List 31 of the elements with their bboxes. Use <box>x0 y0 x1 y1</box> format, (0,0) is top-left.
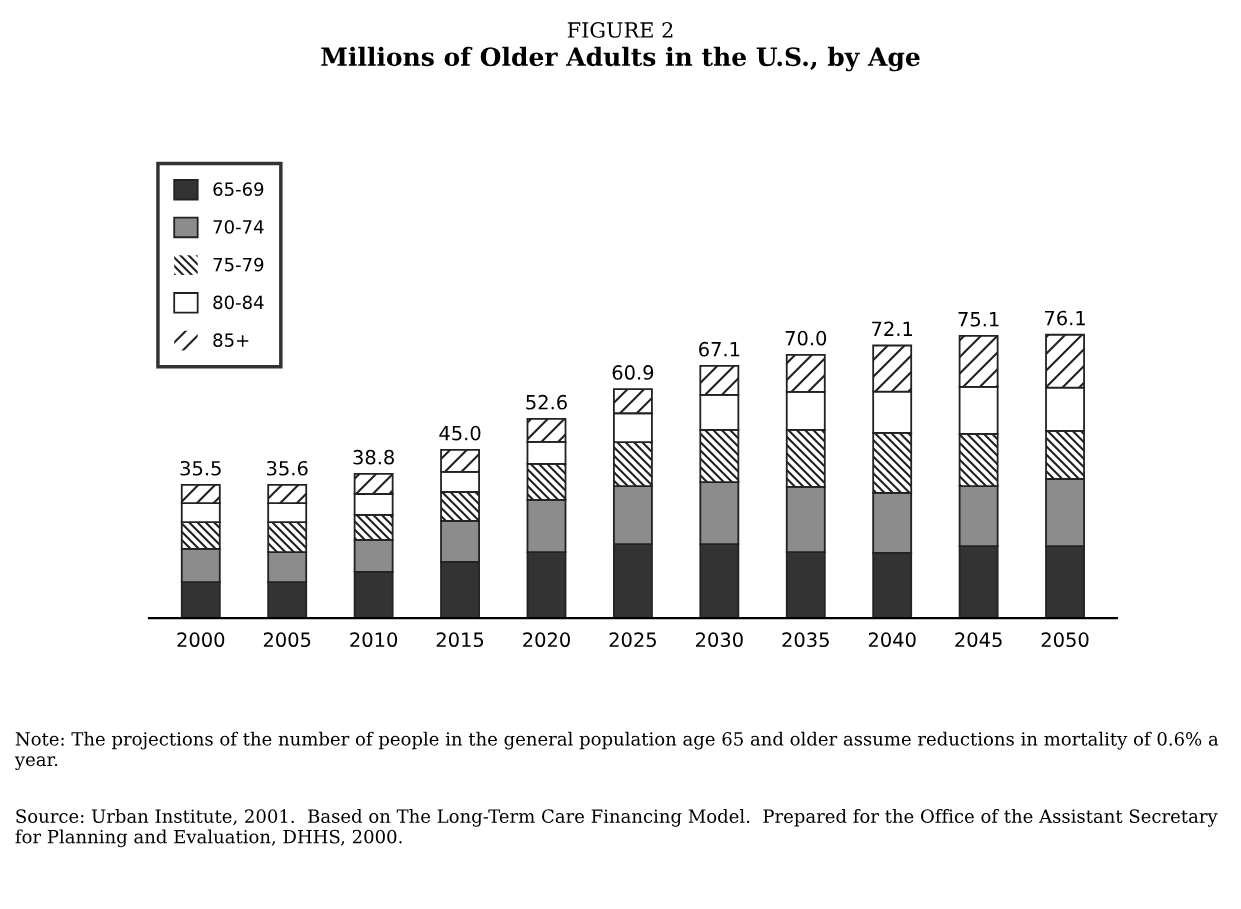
source-note: Source: Urban Institute, 2001. Based on The Long-Term Care Financing Model. Prepared for the Office of the Assistant Secretary for Planning and Evaluation, DHHS, 2000. <box>15 809 1218 848</box>
annotation: 76.1 <box>1044 310 1085 326</box>
x-tick-label: 2005 <box>263 632 311 648</box>
annotation: 75.1 <box>958 312 999 327</box>
annotation: 35.6 <box>267 460 308 476</box>
x-tick-label: 2045 <box>955 632 1002 648</box>
legend-label: 80-84 <box>213 295 264 310</box>
x-tick-label: 2030 <box>696 632 743 648</box>
x-tick-label: 2025 <box>609 632 656 648</box>
text: Note: The projections of the number of people in the general population age 65 and older assume reductions in mortality of 0.6% a year. <box>14 731 1219 770</box>
chart-title: FIGURE 2 <box>567 22 673 38</box>
annotation: 67.1 <box>699 341 740 357</box>
x-tick-label: 2040 <box>868 632 916 648</box>
legend-label: 75-79 <box>213 257 264 272</box>
annotation: 72.1 <box>872 321 913 336</box>
annotation: 70.0 <box>785 330 827 346</box>
x-tick-label: 2050 <box>1041 632 1089 648</box>
annotation: 35.5 <box>180 460 221 476</box>
x-tick-label: 2020 <box>523 632 570 648</box>
chart-subtitle: Millions of Older Adults in the U.S., by Age <box>321 46 920 72</box>
legend-label: 65-69 <box>213 182 264 196</box>
x-tick-label: 2035 <box>782 632 829 648</box>
x-tick-label: 2015 <box>436 632 484 648</box>
x-tick-label: 2010 <box>350 632 398 648</box>
legend-label: 70-74 <box>213 220 264 234</box>
annotation: 60.9 <box>612 365 654 380</box>
annotation: 45.0 <box>439 425 481 441</box>
annotation: 52.6 <box>526 394 567 410</box>
legend-label: 85+ <box>213 333 249 347</box>
x-tick-label: 2000 <box>177 632 225 648</box>
annotation: 38.8 <box>353 449 394 465</box>
